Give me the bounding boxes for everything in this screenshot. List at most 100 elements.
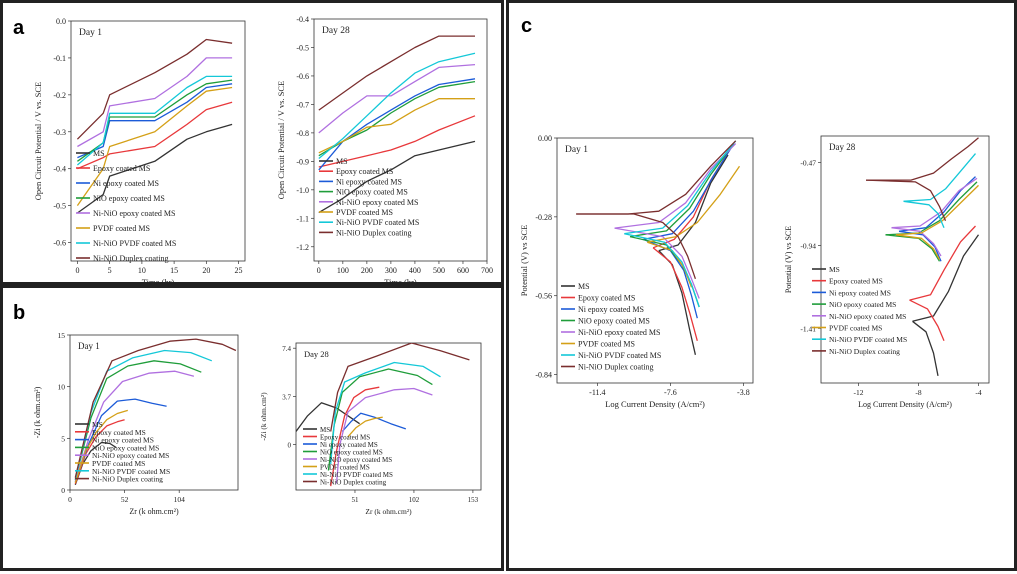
y-axis-label: Potential (V) vs SCE <box>519 225 529 297</box>
y-tick-label: 0.00 <box>538 134 552 143</box>
y-tick-label: -0.2 <box>53 91 66 100</box>
legend-label: MS <box>578 282 590 291</box>
series-cathodic-branch <box>903 200 945 228</box>
legend-label: Ni-NiO epoxy coated MS <box>578 328 660 337</box>
x-tick-label: 153 <box>468 496 479 504</box>
series-line-ni-nio-epoxy-coated-ms <box>318 63 476 134</box>
legend-label: MS <box>829 265 840 274</box>
series-cathodic-branch <box>912 320 939 377</box>
legend-label: Ni epoxy coated MS <box>336 177 402 186</box>
series-anodic-branch <box>658 154 729 252</box>
chart-title: Day 1 <box>79 28 102 38</box>
legend-label: Ni-NiO PVDF coated MS <box>829 335 907 344</box>
x-tick-label: 600 <box>457 266 469 275</box>
series-cathodic-branch <box>885 234 941 262</box>
series-group <box>865 137 980 377</box>
series-anodic-branch <box>909 225 976 301</box>
series-line-ni-nio-pvdf-coated-ms <box>330 361 441 465</box>
x-tick-label: 0 <box>317 266 321 275</box>
legend-label: PVDF coated MS <box>92 459 145 468</box>
series-line-ni-epoxy-coated-ms <box>77 83 233 159</box>
y-tick-label: 0.0 <box>56 17 66 26</box>
legend-label: MS <box>93 149 105 158</box>
panel-letter-c: c <box>521 15 533 37</box>
y-tick-label: -0.4 <box>296 15 309 24</box>
y-axis-label: -Zi (k ohm.cm²) <box>259 392 268 441</box>
series-group <box>318 35 476 214</box>
chart-b2: 51 102 153 0 3.7 7.4 Day 28 Zr (k ohm.cm²) -Zi (… <box>259 342 482 516</box>
series-line-ni-epoxy-coated-ms <box>341 412 407 432</box>
series-line-ni-epoxy-coated-ms <box>74 398 167 482</box>
series-line-ni-nio-epoxy-coated-ms <box>74 370 195 482</box>
legend-label: PVDF coated MS <box>93 224 150 233</box>
x-tick-label: 51 <box>351 496 359 504</box>
legend-label: Epoxy coated MS <box>93 164 150 173</box>
legend-label: PVDF coated MS <box>336 208 393 217</box>
series-group <box>74 338 237 486</box>
legend-label: PVDF coated MS <box>578 340 635 349</box>
y-tick-label: -0.9 <box>296 157 309 166</box>
x-axis-label: Time (hr) <box>384 277 417 287</box>
series-line-pvdf-coated-ms <box>74 409 128 484</box>
legend-label: MS <box>92 420 103 429</box>
x-tick-label: 10 <box>138 266 146 275</box>
x-tick-label: 20 <box>202 266 210 275</box>
panel-a: a 0 5 10 15 20 25 0.0 -0.1 -0.2 -0.3 -0.4 -0.5 -0.6 D… <box>0 0 504 287</box>
series-cathodic-branch <box>652 247 698 341</box>
series-anodic-branch <box>866 137 979 181</box>
x-axis-label: Log Current Density (A/cm²) <box>858 400 952 409</box>
series-line-ni-nio-pvdf-coated-ms <box>318 52 476 160</box>
y-tick-label: -0.4 <box>53 165 66 174</box>
y-tick-label: -0.94 <box>800 241 816 250</box>
legend-label: Ni-NiO Duplex coating <box>93 254 169 263</box>
legend-label: MS <box>336 157 348 166</box>
y-tick-label: -0.6 <box>53 239 66 248</box>
x-tick-label: -3.8 <box>737 388 750 397</box>
y-tick-label: 7.4 <box>282 345 291 353</box>
legend-label: Ni-NiO Duplex coating <box>578 363 654 372</box>
series-anodic-branch <box>643 143 735 241</box>
legend-label: Ni epoxy coated MS <box>320 441 378 449</box>
y-tick-label: -0.56 <box>535 292 552 301</box>
plot-frame <box>820 135 990 384</box>
y-tick-label: -0.1 <box>53 54 66 63</box>
y-tick-label: -0.6 <box>296 72 309 81</box>
legend-label: Ni-NiO Duplex coating <box>320 479 387 487</box>
y-tick-label: 5 <box>61 434 65 443</box>
y-tick-label: -1.2 <box>296 243 309 252</box>
panel-a-plots: 0 5 10 15 20 25 0.0 -0.1 -0.2 -0.3 -0.4 -0.5 -0.6 Day… <box>33 15 493 287</box>
chart-title: Day 28 <box>304 349 329 359</box>
x-tick-label: 102 <box>409 496 420 504</box>
chart-title: Day 28 <box>322 26 350 36</box>
series-line-pvdf-coated-ms <box>318 98 475 154</box>
x-tick-label: 52 <box>121 495 129 504</box>
y-axis-label: -Zi (k ohm.cm²) <box>33 386 42 438</box>
x-tick-label: 25 <box>235 266 243 275</box>
legend-label: Ni-NiO epoxy coated MS <box>320 456 392 464</box>
x-axis-label: Log Current Density (A/cm²) <box>605 399 705 409</box>
series-line-ms <box>77 123 233 214</box>
x-axis-label: Time (hr) <box>142 277 175 287</box>
series-anodic-branch <box>614 143 737 229</box>
series-group <box>576 140 741 355</box>
series-line-ni-nio-pvdf-coated-ms <box>76 75 233 166</box>
chart-title: Day 1 <box>78 341 100 351</box>
panel-letter-b: b <box>13 302 26 324</box>
series-cathodic-branch <box>576 213 697 280</box>
chart-a2: 0 100 200 300 400 500 600 700 -0.4 -0.5 -0.6 -0.7 -0… <box>276 15 493 287</box>
legend-label: Ni-NiO epoxy coated MS <box>92 451 169 460</box>
panel-letter-a: a <box>13 17 25 39</box>
panel-b: b 0 52 104 0 5 10 15 Day 1 Zr (k ohm.cm²) -Zi (k … <box>0 285 504 571</box>
chart-b1: 0 52 104 0 5 10 15 Day 1 Zr (k ohm.cm²) -Zi (k oh… <box>33 331 239 516</box>
series-cathodic-branch <box>647 241 693 288</box>
x-tick-label: 300 <box>385 266 397 275</box>
legend-label: Ni-NiO epoxy coated MS <box>829 312 906 321</box>
series-anodic-branch <box>891 177 978 229</box>
y-tick-label: 15 <box>58 331 66 340</box>
y-axis-label: Potential (V) vs SCE <box>784 226 793 293</box>
y-tick-label: -0.8 <box>296 129 309 138</box>
series-cathodic-branch <box>658 250 697 355</box>
y-tick-label: -1.1 <box>296 214 309 223</box>
series-line-ni-nio-duplex-coating <box>74 338 237 478</box>
series-line-ni-nio-duplex-coating <box>318 35 475 111</box>
